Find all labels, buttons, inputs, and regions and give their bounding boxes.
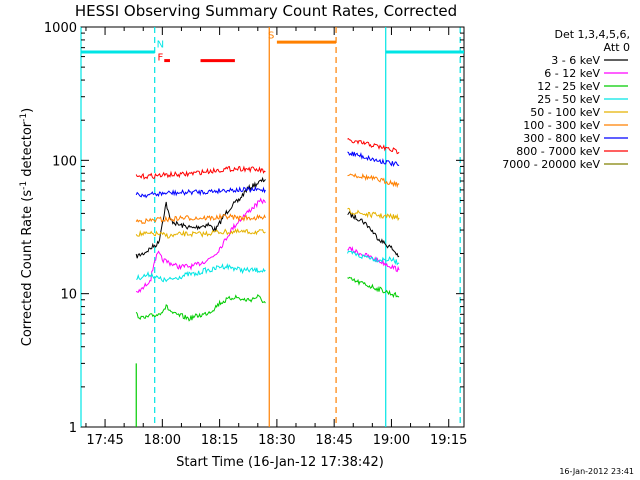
plot-area: NFS 17:45 18:00 18:15 18:30 18:45 19:00 19:15 … bbox=[44, 21, 468, 448]
annotation-label: N bbox=[157, 40, 164, 51]
x-axis: 17:45 18:00 18:15 18:30 18:45 19:00 19:15 bbox=[85, 27, 467, 448]
legend-label: 3 - 6 keV bbox=[551, 54, 600, 67]
legend-label: 50 - 100 keV bbox=[530, 106, 600, 119]
series-line bbox=[135, 197, 266, 293]
legend-label: 25 - 50 keV bbox=[537, 93, 600, 106]
legend-label: 300 - 800 keV bbox=[523, 132, 600, 145]
legend-header-2: Att 0 bbox=[604, 41, 630, 54]
annotation-label: F bbox=[158, 53, 164, 64]
series-line bbox=[347, 250, 400, 266]
x-tick-label: 19:15 bbox=[430, 433, 467, 448]
x-tick-label: 18:00 bbox=[144, 433, 181, 448]
series-line bbox=[347, 276, 400, 299]
x-tick-label: 18:15 bbox=[201, 433, 238, 448]
y-tick-label: 1000 bbox=[44, 21, 77, 36]
x-axis-label: Start Time (16-Jan-12 17:38:42) bbox=[176, 455, 384, 470]
x-tick-label: 17:45 bbox=[86, 433, 123, 448]
x-tick-label: 19:00 bbox=[373, 433, 410, 448]
legend-label: 800 - 7000 keV bbox=[516, 145, 600, 158]
series-group bbox=[135, 137, 400, 322]
y-axis: 1 10 100 1000 bbox=[44, 21, 464, 436]
event-lines bbox=[80, 27, 461, 427]
plot-frame bbox=[80, 26, 465, 428]
series-line bbox=[135, 176, 266, 259]
series-line bbox=[135, 212, 266, 225]
legend-label: 12 - 25 keV bbox=[537, 80, 600, 93]
series-line bbox=[347, 172, 400, 189]
legend-label: 100 - 300 keV bbox=[523, 119, 600, 132]
series-line bbox=[135, 293, 266, 322]
series-line bbox=[135, 228, 266, 239]
y-axis-label: Corrected Count Rate (s-1 detector-1) bbox=[19, 108, 35, 346]
x-tick-label: 18:45 bbox=[315, 433, 352, 448]
y-axis-label-sup-1: -1 bbox=[19, 181, 29, 190]
legend-label: 6 - 12 keV bbox=[544, 67, 600, 80]
annotation-label: S bbox=[268, 30, 274, 41]
y-axis-label-mid: detector bbox=[20, 121, 35, 181]
series-line bbox=[135, 165, 266, 180]
timestamp: 16-Jan-2012 23:41 bbox=[559, 467, 634, 476]
series-line bbox=[135, 186, 266, 199]
y-axis-label-end: ) bbox=[20, 108, 35, 113]
legend-header-1: Det 1,3,4,5,6, bbox=[554, 28, 630, 41]
legend-label: 7000 - 20000 keV bbox=[502, 158, 600, 171]
y-tick-label: 100 bbox=[52, 154, 77, 169]
annotations: NF S bbox=[157, 30, 275, 63]
y-axis-label-main: Corrected Count Rate (s bbox=[20, 190, 35, 347]
chart-title: HESSI Observing Summary Count Rates, Cor… bbox=[75, 2, 457, 20]
series-line bbox=[347, 207, 400, 222]
series-line bbox=[347, 211, 400, 258]
y-axis-label-sup-2: -1 bbox=[19, 113, 29, 122]
series-line bbox=[347, 151, 400, 167]
series-line bbox=[347, 137, 400, 155]
series-line bbox=[136, 263, 266, 283]
y-tick-label: 10 bbox=[60, 288, 77, 303]
x-tick-label: 18:30 bbox=[258, 433, 295, 448]
y-tick-label: 1 bbox=[69, 421, 77, 436]
state-bars bbox=[81, 40, 464, 63]
